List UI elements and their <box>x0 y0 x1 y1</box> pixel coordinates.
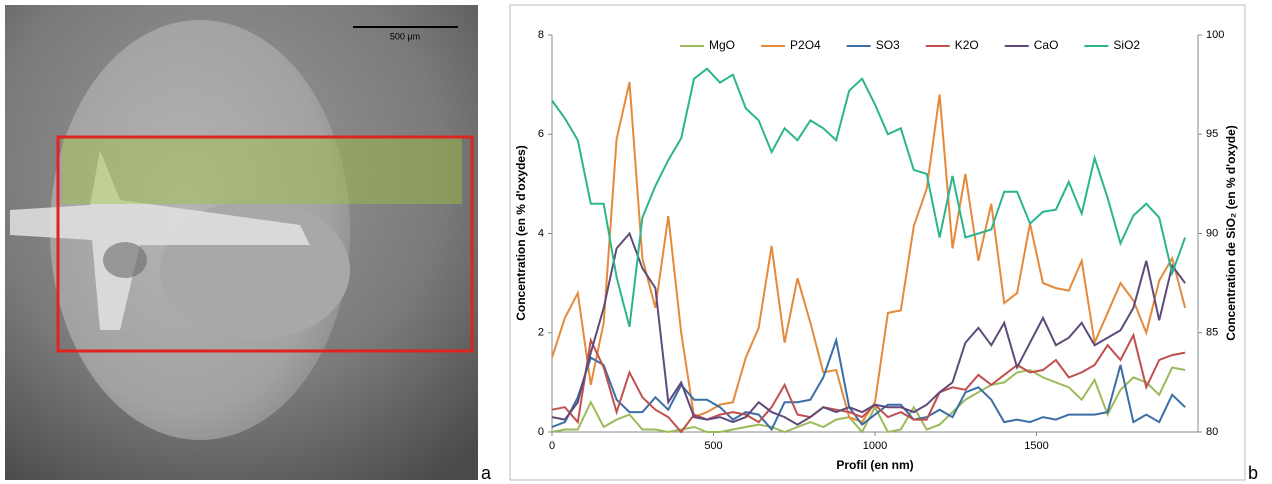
legend-label: SO3 <box>876 38 900 52</box>
chart-frame <box>509 4 1246 481</box>
y-tick-label: 8 <box>538 29 544 41</box>
legend-label: SiO2 <box>1113 38 1140 52</box>
legend-label: CaO <box>1034 38 1059 52</box>
series-line <box>551 336 1186 432</box>
series-line <box>551 67 1187 328</box>
legend-label: K2O <box>955 38 979 52</box>
series-line <box>551 231 1186 426</box>
x-tick-label: 1500 <box>1024 440 1048 452</box>
panel-label: b <box>1248 463 1258 483</box>
y-tick-label: 2 <box>538 327 544 339</box>
y2-tick-label: 80 <box>1206 426 1218 438</box>
x-axis-label: Profil (en nm) <box>836 458 913 472</box>
y2-axis-label: Concentration de SiO₂ (en % d'oxyde) <box>1224 125 1238 341</box>
y2-tick-label: 90 <box>1206 227 1218 239</box>
scale-label: 500 µm <box>390 31 420 41</box>
series-line <box>551 332 1186 434</box>
x-tick-label: 500 <box>704 440 722 452</box>
legend-label: P2O4 <box>790 38 821 52</box>
panel-label: a <box>481 463 492 483</box>
y-tick-label: 0 <box>538 426 544 438</box>
y2-tick-label: 100 <box>1206 29 1224 41</box>
micrograph: 500 µm <box>5 5 478 480</box>
legend-label: MgO <box>709 38 735 52</box>
y2-tick-label: 85 <box>1206 327 1218 339</box>
y-tick-label: 6 <box>538 128 544 140</box>
y2-tick-label: 95 <box>1206 128 1218 140</box>
x-tick-label: 0 <box>549 440 555 452</box>
x-tick-label: 1000 <box>863 440 887 452</box>
y-axis-label: Concentration (en % d'oxydes) <box>514 145 528 321</box>
y-tick-label: 4 <box>538 227 544 239</box>
